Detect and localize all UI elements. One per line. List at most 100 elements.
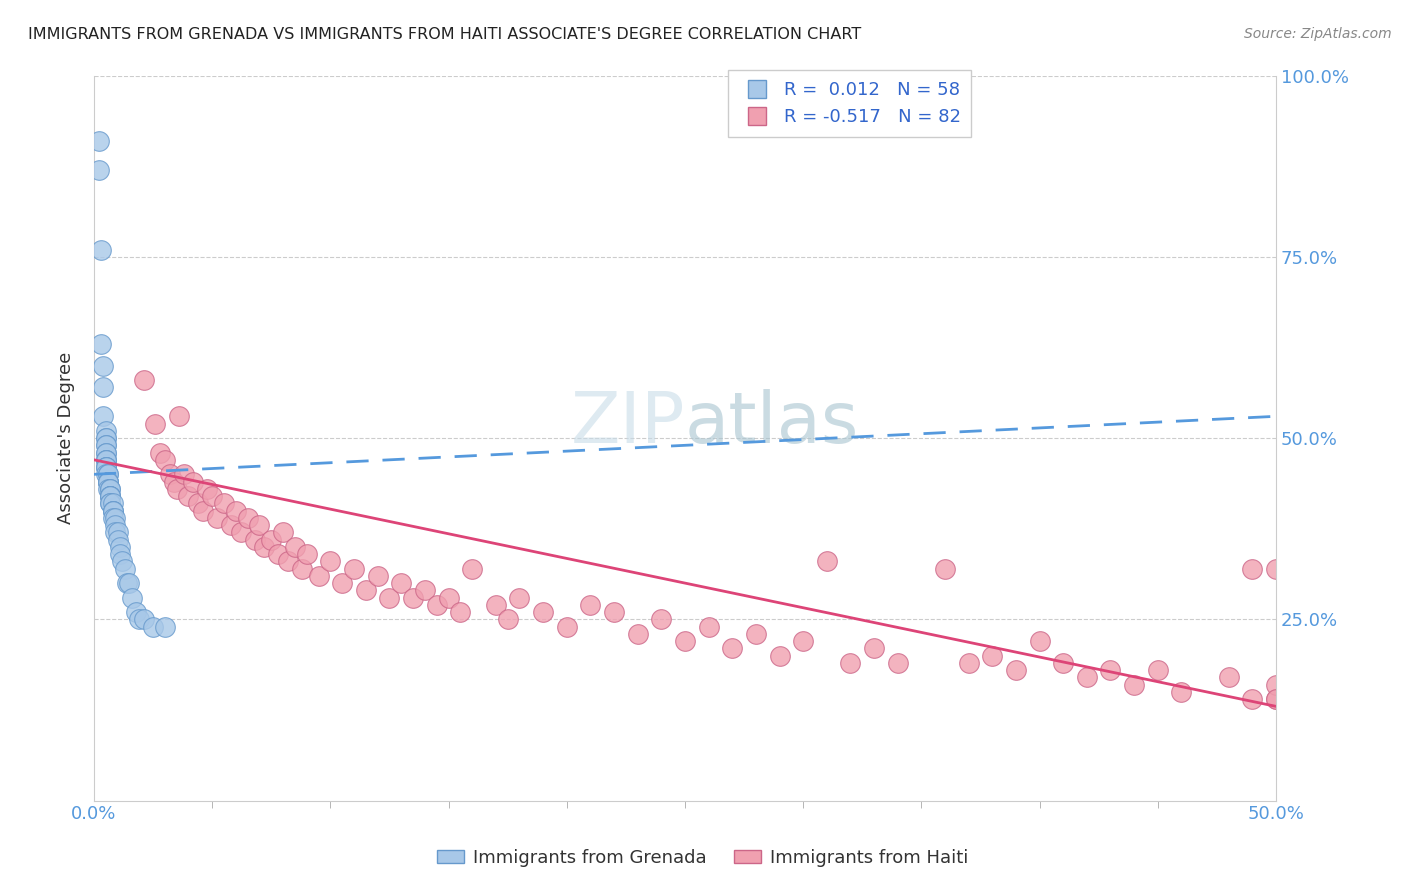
Point xyxy=(94,424,117,438)
Point xyxy=(1052,656,1074,670)
Point xyxy=(93,409,115,424)
Point xyxy=(627,627,650,641)
Point xyxy=(319,554,342,568)
Y-axis label: Associate's Degree: Associate's Degree xyxy=(58,352,75,524)
Point xyxy=(100,482,122,496)
Point xyxy=(101,503,124,517)
Point xyxy=(94,452,117,467)
Point xyxy=(108,547,131,561)
Point xyxy=(115,576,138,591)
Point xyxy=(426,598,449,612)
Point xyxy=(94,438,117,452)
Point xyxy=(330,576,353,591)
Point xyxy=(981,648,1004,663)
Point xyxy=(1028,634,1050,648)
Point xyxy=(343,561,366,575)
Point xyxy=(132,612,155,626)
Point xyxy=(100,482,122,496)
Point xyxy=(485,598,508,612)
Point xyxy=(249,518,271,533)
Point xyxy=(205,511,228,525)
Point xyxy=(934,561,956,575)
Point xyxy=(128,612,150,626)
Point xyxy=(271,525,294,540)
Point xyxy=(177,489,200,503)
Point xyxy=(1241,561,1264,575)
Point xyxy=(153,452,176,467)
Point xyxy=(697,619,720,633)
Point xyxy=(1265,561,1288,575)
Point xyxy=(1265,692,1288,706)
Point xyxy=(97,475,120,489)
Point xyxy=(354,583,377,598)
Point xyxy=(603,605,626,619)
Point xyxy=(1218,670,1240,684)
Point xyxy=(437,591,460,605)
Point xyxy=(100,489,122,503)
Point xyxy=(94,467,117,482)
Point xyxy=(229,525,252,540)
Point xyxy=(212,496,235,510)
Point xyxy=(167,409,190,424)
Point xyxy=(1265,692,1288,706)
Text: IMMIGRANTS FROM GRENADA VS IMMIGRANTS FROM HAITI ASSOCIATE'S DEGREE CORRELATION : IMMIGRANTS FROM GRENADA VS IMMIGRANTS FR… xyxy=(28,27,862,42)
Point xyxy=(413,583,436,598)
Point xyxy=(579,598,602,612)
Point xyxy=(886,656,908,670)
Point xyxy=(721,641,744,656)
Point xyxy=(1146,663,1168,677)
Point xyxy=(118,576,141,591)
Point xyxy=(181,475,204,489)
Point xyxy=(87,162,110,177)
Point xyxy=(1170,685,1192,699)
Point xyxy=(1123,677,1146,691)
Point xyxy=(132,373,155,387)
Point xyxy=(104,525,127,540)
Point xyxy=(1076,670,1098,684)
Point xyxy=(125,605,148,619)
Point xyxy=(243,533,266,547)
Point xyxy=(284,540,307,554)
Point xyxy=(197,482,219,496)
Point xyxy=(121,591,143,605)
Point xyxy=(101,503,124,517)
Point xyxy=(100,489,122,503)
Point xyxy=(1241,692,1264,706)
Point xyxy=(108,540,131,554)
Point xyxy=(149,445,172,459)
Point xyxy=(90,243,112,257)
Point xyxy=(104,511,127,525)
Point xyxy=(97,475,120,489)
Point xyxy=(114,561,136,575)
Point xyxy=(159,467,181,482)
Text: Source: ZipAtlas.com: Source: ZipAtlas.com xyxy=(1244,27,1392,41)
Text: atlas: atlas xyxy=(685,389,859,458)
Point xyxy=(97,475,120,489)
Point xyxy=(367,569,389,583)
Point xyxy=(815,554,838,568)
Point xyxy=(1005,663,1028,677)
Point xyxy=(94,460,117,475)
Point xyxy=(173,467,195,482)
Point xyxy=(863,641,886,656)
Point xyxy=(1099,663,1122,677)
Point xyxy=(97,467,120,482)
Point xyxy=(219,518,242,533)
Point xyxy=(107,533,129,547)
Point xyxy=(308,569,330,583)
Point xyxy=(93,380,115,394)
Point xyxy=(191,503,214,517)
Point xyxy=(402,591,425,605)
Point xyxy=(555,619,578,633)
Point xyxy=(295,547,318,561)
Legend: Immigrants from Grenada, Immigrants from Haiti: Immigrants from Grenada, Immigrants from… xyxy=(430,842,976,874)
Point xyxy=(111,554,134,568)
Point xyxy=(145,417,167,431)
Point xyxy=(277,554,299,568)
Text: ZIP: ZIP xyxy=(571,389,685,458)
Point xyxy=(201,489,224,503)
Point xyxy=(461,561,484,575)
Point xyxy=(260,533,283,547)
Point xyxy=(101,496,124,510)
Point xyxy=(94,452,117,467)
